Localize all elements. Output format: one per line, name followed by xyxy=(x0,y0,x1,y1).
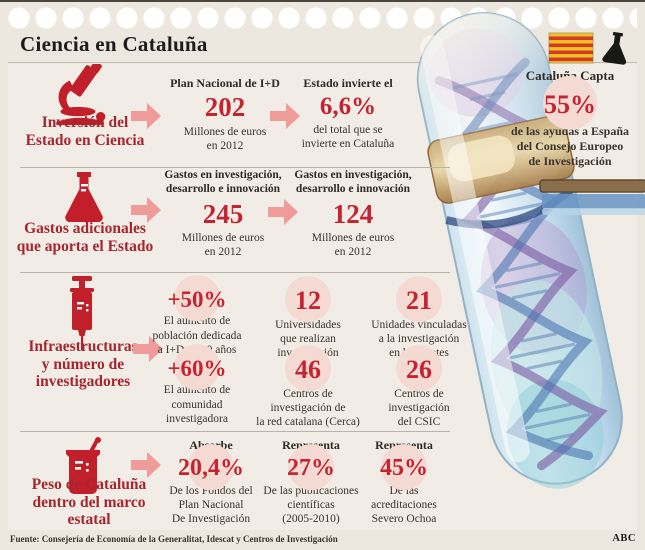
syringe-icon xyxy=(70,276,94,350)
stat-fondos: Absorbe 20,4% De los Fondos del Plan Nac… xyxy=(148,438,274,527)
arrow-right-icon xyxy=(268,199,298,225)
test-tube-dna-illustration xyxy=(416,12,645,489)
perforation-dots xyxy=(8,6,637,30)
arrow-right-icon xyxy=(131,197,161,223)
arrow-right-icon xyxy=(131,452,161,478)
stat-gastos-2: Gastos en investigación, desarrollo e in… xyxy=(282,169,424,260)
abc-logo: ABC xyxy=(612,533,636,544)
catalonia-flag-icon xyxy=(548,32,594,64)
stat-value: 245 xyxy=(202,198,244,229)
top-border xyxy=(0,0,645,2)
stat-universidades: 12 Universidades que realizan investigac… xyxy=(238,276,378,360)
section-label-peso: Peso de Cataluña dentro del marco estata… xyxy=(31,476,147,529)
section-divider xyxy=(20,167,450,168)
stat-centros-csic: 26 Centros de investigación del CSIC xyxy=(351,345,487,429)
erlenmeyer-flask-icon xyxy=(65,172,103,223)
section-label-inversion: Inversión del Estado en Ciencia xyxy=(25,114,145,149)
stat-publicaciones: Representa 27% De las publicaciones cien… xyxy=(248,438,374,527)
source-credit: Fuente: Consejería de Economía de la Gen… xyxy=(10,534,338,544)
capta-desc: de las ayudas a España del Consejo Europ… xyxy=(510,124,630,169)
beaker-icon xyxy=(66,437,101,494)
capta-value: 55% xyxy=(495,75,645,130)
header-icons xyxy=(548,28,636,68)
page-title: Ciencia en Cataluña xyxy=(20,32,208,56)
stat-gastos-1: Gastos en investigación, desarrollo e in… xyxy=(152,169,294,260)
capta-block: Cataluña Capta 55% de las ayudas a Españ… xyxy=(495,68,645,169)
arrow-right-icon xyxy=(131,103,161,129)
arrow-right-icon xyxy=(133,336,163,362)
microscope-icon xyxy=(56,64,106,125)
section-label-infraestructuras: Infraestructuras y número de investigado… xyxy=(28,338,138,391)
stat-plan-nacional: Plan Nacional de I+D 202 Millones de eur… xyxy=(160,76,290,153)
swab-stick xyxy=(539,179,645,215)
chemistry-flask-icon xyxy=(602,31,627,65)
title-divider xyxy=(8,62,637,63)
stat-estado-invierte: Estado invierte el 6,6% del total que se… xyxy=(284,76,412,151)
capta-header: Cataluña Capta xyxy=(525,68,615,83)
arrow-right-icon xyxy=(270,103,300,129)
section-label-gastos: Gastos adicionales que aporta el Estado xyxy=(16,220,154,255)
section-divider xyxy=(20,272,450,273)
stat-aumento-comunidad: +60% El aumento de comunidad investigado… xyxy=(132,343,262,426)
stat-value: 202 xyxy=(204,92,246,123)
stat-acreditaciones: Representa 45% De las acreditaciones Sev… xyxy=(344,438,464,527)
stat-value: 124 xyxy=(332,198,374,229)
section-divider xyxy=(20,431,450,432)
stat-value: 6,6% xyxy=(319,93,377,121)
stat-centros-cerca: 46 Centros de investigación de la red ca… xyxy=(238,345,378,429)
